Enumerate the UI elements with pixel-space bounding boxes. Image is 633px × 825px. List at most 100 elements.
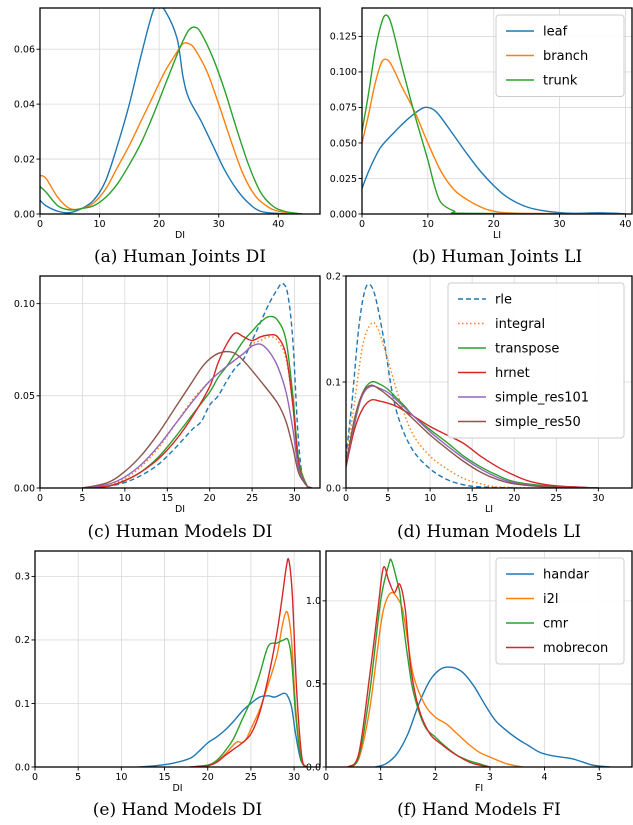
x-tick-label: 20 xyxy=(202,772,214,783)
series-group xyxy=(346,283,599,488)
legend-label: handar xyxy=(543,568,590,583)
grid-lines xyxy=(34,551,320,768)
x-axis-label: DI xyxy=(172,783,182,794)
y-tick-label: 0.125 xyxy=(330,32,357,43)
y-tick-label: 0.2 xyxy=(15,635,30,646)
x-tick-label: 30 xyxy=(288,493,300,504)
x-axis-label: LI xyxy=(493,230,501,241)
plot-frame xyxy=(34,550,321,768)
x-tick-label: 20 xyxy=(204,493,216,504)
legend-label: cmr xyxy=(543,617,569,632)
x-tick-label: 40 xyxy=(619,219,631,230)
x-tick-label: 1 xyxy=(378,772,384,783)
series-line-2 xyxy=(190,610,308,767)
y-tick-label: 0.5 xyxy=(306,679,321,690)
legend-label: trunk xyxy=(543,74,578,89)
x-tick-label: 10 xyxy=(424,493,436,504)
y-tick-label: 0.04 xyxy=(14,99,35,110)
x-tick-label: 25 xyxy=(550,493,562,504)
x-tick-label: 10 xyxy=(94,219,106,230)
series-line-4 xyxy=(347,565,491,767)
series-line-1 xyxy=(82,282,313,488)
y-tick-label: 0.0 xyxy=(306,762,321,773)
x-axis-label: LI xyxy=(485,504,493,515)
chart-caption: (a) Human Joints DI xyxy=(94,247,266,267)
series-line-4 xyxy=(82,332,312,488)
chart-panel-b: 0 10 20 30 40 0.000 0.025 0.050 0.075 0.100 0.125 L… xyxy=(330,7,633,267)
legend-label: i2l xyxy=(543,592,559,607)
x-tick-label: 25 xyxy=(245,772,257,783)
plot-frame xyxy=(39,7,321,215)
legend-label: simple_res101 xyxy=(495,391,589,406)
series-line-1 xyxy=(138,692,308,767)
series-line-1 xyxy=(346,283,515,488)
series-line-1 xyxy=(362,106,626,214)
x-tick-label: 30 xyxy=(288,772,300,783)
series-line-3 xyxy=(190,637,308,767)
x-tick-label: 5 xyxy=(385,493,391,504)
plot-frame xyxy=(361,7,633,215)
x-tick-label: 0 xyxy=(37,219,43,230)
legend-box xyxy=(495,557,625,665)
legend-label: leaf xyxy=(543,25,568,40)
x-tick-label: 40 xyxy=(272,219,284,230)
y-tick-label: 0.0 xyxy=(326,483,341,494)
legend-box xyxy=(495,14,625,97)
x-tick-label: 25 xyxy=(246,493,258,504)
legend-label: transpose xyxy=(495,342,559,357)
chart-caption: (b) Human Joints LI xyxy=(412,247,582,267)
series-line-2 xyxy=(362,58,626,214)
x-tick-label: 20 xyxy=(488,219,500,230)
chart-caption: (d) Human Models LI xyxy=(397,522,581,542)
x-tick-label: 10 xyxy=(115,772,127,783)
legend-label: mobrecon xyxy=(543,641,608,656)
y-tick-label: 0.0 xyxy=(15,762,30,773)
chart-caption: (e) Hand Models DI xyxy=(93,800,262,820)
series-line-5 xyxy=(346,385,599,488)
y-tick-label: 0.000 xyxy=(330,209,357,220)
y-tick-label: 0.1 xyxy=(326,377,341,388)
series-line-4 xyxy=(346,398,599,488)
x-tick-label: 15 xyxy=(466,493,478,504)
x-tick-label: 10 xyxy=(422,219,434,230)
x-tick-label: 0 xyxy=(359,219,365,230)
chart-panel-f: 0 1 2 3 4 5 0.0 0.5 1.0 FI (f) Hand Models FI handa… xyxy=(306,550,633,820)
x-tick-label: 2 xyxy=(432,772,438,783)
x-tick-label: 5 xyxy=(75,772,81,783)
y-tick-label: 0.050 xyxy=(330,138,357,149)
grid-lines xyxy=(39,276,320,489)
y-tick-label: 0.025 xyxy=(330,174,357,185)
legend: rle integral transpose hrnet simple_res101si… xyxy=(447,282,625,439)
y-tick-label: 0.06 xyxy=(14,45,35,56)
x-tick-label: 0 xyxy=(323,772,329,783)
x-tick-label: 3 xyxy=(487,772,493,783)
x-tick-label: 5 xyxy=(79,493,85,504)
series-line-3 xyxy=(362,14,626,214)
series-line-6 xyxy=(82,350,312,488)
x-tick-label: 20 xyxy=(508,493,520,504)
legend-box xyxy=(447,282,625,439)
x-axis-label: DI xyxy=(175,504,185,515)
x-tick-label: 15 xyxy=(161,493,173,504)
legend-label: integral xyxy=(495,317,545,332)
x-axis-label: FI xyxy=(475,783,483,794)
series-group xyxy=(82,282,313,488)
series-line-2 xyxy=(346,321,532,488)
x-tick-label: 10 xyxy=(119,493,131,504)
y-tick-label: 0.00 xyxy=(14,209,35,220)
x-tick-label: 30 xyxy=(213,219,225,230)
legend: leaf branch trunk xyxy=(495,14,625,97)
chart-panel-e: 0 5 10 15 20 25 30 0.0 0.1 0.2 0.3 DI (e) Hand Model… xyxy=(15,550,321,820)
y-tick-label: 0.00 xyxy=(14,483,35,494)
y-tick-label: 0.10 xyxy=(14,299,35,310)
chart-caption: (f) Hand Models FI xyxy=(397,800,561,820)
plot-frame xyxy=(325,550,633,768)
x-tick-label: 0 xyxy=(32,772,38,783)
plot-frame xyxy=(39,275,321,489)
series-line-1 xyxy=(40,8,303,214)
x-tick-label: 15 xyxy=(158,772,170,783)
x-tick-label: 0 xyxy=(37,493,43,504)
series-group xyxy=(347,558,611,767)
series-group xyxy=(138,557,308,767)
y-tick-label: 0.05 xyxy=(14,391,35,402)
